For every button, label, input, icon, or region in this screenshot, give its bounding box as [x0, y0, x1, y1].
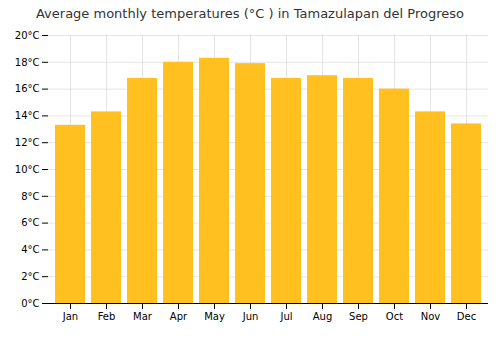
svg-text:Sep: Sep — [349, 311, 368, 322]
svg-text:Oct: Oct — [386, 311, 403, 322]
svg-text:Nov: Nov — [421, 311, 441, 322]
svg-text:2°C: 2°C — [21, 271, 39, 282]
svg-text:8°C: 8°C — [21, 191, 39, 202]
svg-text:Feb: Feb — [98, 311, 116, 322]
svg-text:Jul: Jul — [279, 311, 292, 322]
svg-text:10°C: 10°C — [15, 164, 40, 175]
svg-text:Aug: Aug — [313, 311, 333, 322]
svg-text:Jun: Jun — [242, 311, 259, 322]
svg-text:May: May — [204, 311, 225, 322]
svg-text:12°C: 12°C — [15, 137, 40, 148]
svg-text:20°C: 20°C — [15, 30, 40, 41]
svg-text:16°C: 16°C — [15, 83, 40, 94]
svg-text:18°C: 18°C — [15, 57, 40, 68]
svg-text:0°C: 0°C — [21, 298, 39, 309]
svg-text:4°C: 4°C — [21, 244, 39, 255]
svg-text:Dec: Dec — [457, 311, 476, 322]
html-text:Average monthly temperatures (: Average monthly temperatures (°C ) in Ta… — [36, 6, 464, 21]
svg-text:14°C: 14°C — [15, 110, 40, 121]
svg-text:6°C: 6°C — [21, 217, 39, 228]
svg-text:Mar: Mar — [133, 311, 153, 322]
svg-text:Jan: Jan — [62, 311, 78, 322]
svg-text:Apr: Apr — [170, 311, 188, 322]
